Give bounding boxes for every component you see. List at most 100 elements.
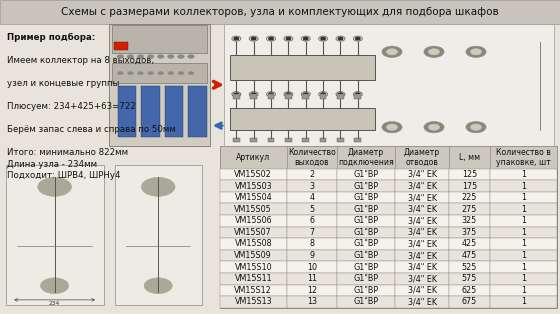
Bar <box>449 273 489 284</box>
Text: 1: 1 <box>521 263 526 272</box>
Text: L, мм: L, мм <box>459 153 480 162</box>
Bar <box>354 138 361 142</box>
Bar <box>165 86 183 137</box>
Text: G1"BP: G1"BP <box>353 274 379 283</box>
Text: Имеем коллектор на 8 выходов,: Имеем коллектор на 8 выходов, <box>7 56 153 65</box>
Bar <box>112 25 207 53</box>
Bar <box>489 238 557 250</box>
Text: G1"BP: G1"BP <box>353 181 379 191</box>
Text: Итого: минимально 822мм: Итого: минимально 822мм <box>7 148 128 157</box>
Bar <box>220 146 557 308</box>
Text: 125: 125 <box>462 170 477 179</box>
Text: G1"BP: G1"BP <box>353 205 379 214</box>
Bar <box>287 284 337 296</box>
Bar <box>489 296 557 308</box>
Text: G1"BP: G1"BP <box>353 193 379 202</box>
Circle shape <box>178 72 184 75</box>
Circle shape <box>127 55 134 58</box>
Bar <box>220 192 287 203</box>
Bar <box>449 215 489 227</box>
Text: 3/4" EK: 3/4" EK <box>408 193 437 202</box>
Bar <box>320 138 326 142</box>
Text: 9: 9 <box>309 251 314 260</box>
Bar <box>287 203 337 215</box>
Circle shape <box>338 37 343 40</box>
Bar <box>337 284 395 296</box>
Bar <box>449 296 489 308</box>
Text: 1: 1 <box>521 170 526 179</box>
Bar <box>395 180 449 192</box>
Text: 3/4" EK: 3/4" EK <box>408 205 437 214</box>
Bar <box>395 284 449 296</box>
Bar <box>188 86 207 137</box>
Bar <box>115 165 202 305</box>
Bar <box>354 94 361 99</box>
Bar <box>449 250 489 261</box>
Text: 1: 1 <box>521 240 526 248</box>
Bar <box>449 238 489 250</box>
Circle shape <box>148 72 153 75</box>
Text: узел и концевые группы: узел и концевые группы <box>7 79 119 88</box>
Circle shape <box>286 37 291 40</box>
Text: VM15S07: VM15S07 <box>235 228 272 237</box>
Text: 12: 12 <box>307 286 317 295</box>
Circle shape <box>251 37 256 40</box>
Circle shape <box>128 72 133 75</box>
Text: 8: 8 <box>309 240 314 248</box>
Bar <box>250 94 257 99</box>
Text: 234: 234 <box>49 301 60 306</box>
Text: G1"BP: G1"BP <box>353 297 379 306</box>
Text: VM15S13: VM15S13 <box>235 297 272 306</box>
Text: 225: 225 <box>461 193 477 202</box>
Text: VM15S05: VM15S05 <box>235 205 272 214</box>
Circle shape <box>304 37 308 40</box>
Bar <box>395 250 449 261</box>
Bar <box>337 203 395 215</box>
Text: 625: 625 <box>462 286 477 295</box>
Bar <box>395 215 449 227</box>
Text: 3: 3 <box>309 181 314 191</box>
Bar <box>337 138 344 142</box>
Bar <box>287 146 337 169</box>
Text: 5: 5 <box>309 205 314 214</box>
Text: 2: 2 <box>309 170 314 179</box>
Bar <box>337 146 395 169</box>
Bar <box>220 296 287 308</box>
Bar <box>337 296 395 308</box>
Text: G1"BP: G1"BP <box>353 170 379 179</box>
Text: Берём запас слева и справа по 50мм: Берём запас слева и справа по 50мм <box>7 125 176 134</box>
Text: 1: 1 <box>521 181 526 191</box>
Bar <box>220 261 287 273</box>
Bar <box>287 296 337 308</box>
Bar <box>0 0 560 24</box>
Bar <box>337 180 395 192</box>
Bar <box>220 238 287 250</box>
Bar <box>489 215 557 227</box>
Bar <box>489 180 557 192</box>
Bar <box>285 94 292 99</box>
Circle shape <box>168 72 174 75</box>
Text: Диаметр
отводов: Диаметр отводов <box>404 148 440 167</box>
Text: G1"BP: G1"BP <box>353 263 379 272</box>
Circle shape <box>321 37 325 40</box>
Text: VM15S11: VM15S11 <box>235 274 272 283</box>
Bar <box>287 192 337 203</box>
Bar <box>220 146 287 169</box>
Circle shape <box>251 93 256 95</box>
Circle shape <box>144 278 172 294</box>
Text: Схемы с размерами коллекторов, узла и комплектующих для подбора шкафов: Схемы с размерами коллекторов, узла и ко… <box>61 7 499 17</box>
Circle shape <box>38 177 71 196</box>
Bar <box>337 261 395 273</box>
Text: VM15S04: VM15S04 <box>235 193 272 202</box>
Circle shape <box>470 124 482 130</box>
Text: 7: 7 <box>309 228 314 237</box>
Text: Артикул: Артикул <box>236 153 270 162</box>
Bar <box>230 108 375 130</box>
Circle shape <box>304 93 308 95</box>
Bar <box>489 250 557 261</box>
Circle shape <box>158 72 164 75</box>
Bar <box>337 169 395 180</box>
Circle shape <box>424 46 444 57</box>
Text: 13: 13 <box>307 297 317 306</box>
Circle shape <box>178 55 184 58</box>
